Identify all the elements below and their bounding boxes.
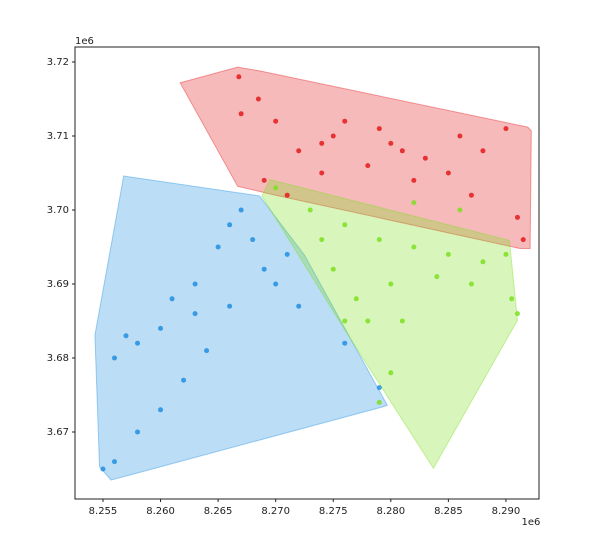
point [376, 126, 382, 132]
point [365, 318, 371, 324]
point [376, 399, 382, 405]
point [284, 192, 290, 198]
point [319, 140, 325, 146]
point [411, 177, 417, 183]
point [123, 333, 129, 339]
point [158, 325, 164, 331]
point [503, 126, 509, 132]
point [330, 133, 336, 139]
point [388, 370, 394, 376]
point [273, 185, 279, 191]
x-tick-label: 8.290 [492, 506, 521, 517]
point [342, 340, 348, 346]
point [261, 266, 267, 272]
x-tick-label: 8.285 [434, 506, 463, 517]
x-tick-label: 8.265 [204, 506, 233, 517]
point [434, 274, 440, 280]
point [307, 207, 313, 213]
point [296, 148, 302, 154]
point [411, 244, 417, 250]
point [509, 296, 515, 302]
point [236, 74, 242, 80]
point [204, 348, 210, 354]
point [480, 259, 486, 265]
point [261, 177, 267, 183]
point [169, 296, 175, 302]
point [480, 148, 486, 154]
point [353, 296, 359, 302]
point [514, 311, 520, 317]
y-offset-label: 1e6 [75, 36, 94, 47]
plot-frame [74, 46, 540, 500]
point [457, 133, 463, 139]
x-tick-label: 8.280 [376, 506, 405, 517]
point [238, 207, 244, 213]
point [250, 237, 256, 243]
point [503, 251, 509, 257]
point [388, 140, 394, 146]
x-tick-label: 8.255 [89, 506, 118, 517]
point [342, 222, 348, 228]
point [376, 385, 382, 391]
point [284, 251, 290, 257]
point [296, 303, 302, 309]
hull [94, 175, 389, 481]
point [255, 96, 261, 102]
x-offset-label: 1e6 [522, 517, 541, 528]
point [457, 207, 463, 213]
point [181, 377, 187, 383]
point [411, 200, 417, 206]
point [342, 118, 348, 124]
point [215, 244, 221, 250]
y-tick-label: 3.68 [47, 353, 69, 364]
point [468, 192, 474, 198]
point [227, 303, 233, 309]
point [319, 170, 325, 176]
x-tick-label: 8.270 [261, 506, 290, 517]
y-tick-label: 3.72 [47, 57, 69, 68]
point [100, 466, 106, 472]
hull [179, 66, 532, 249]
y-tick-label: 3.70 [47, 205, 69, 216]
y-tick-label: 3.69 [47, 279, 69, 290]
point [330, 266, 336, 272]
point [422, 155, 428, 161]
point [514, 214, 520, 220]
point [111, 355, 117, 361]
x-tick-label: 8.275 [319, 506, 348, 517]
point [192, 311, 198, 317]
point [376, 237, 382, 243]
y-tick-label: 3.71 [47, 131, 69, 142]
point [399, 318, 405, 324]
point [273, 118, 279, 124]
point [365, 163, 371, 169]
point [399, 148, 405, 154]
point [111, 459, 117, 465]
point [227, 222, 233, 228]
point [273, 281, 279, 287]
point [342, 318, 348, 324]
point [135, 340, 141, 346]
point [468, 281, 474, 287]
point [388, 281, 394, 287]
point [135, 429, 141, 435]
point [445, 251, 451, 257]
point [445, 170, 451, 176]
x-tick-label: 8.260 [146, 506, 175, 517]
point [319, 237, 325, 243]
hull [261, 179, 518, 470]
y-tick-label: 3.67 [47, 427, 69, 438]
point [520, 237, 526, 243]
point [158, 407, 164, 413]
point [192, 281, 198, 287]
point [238, 111, 244, 117]
